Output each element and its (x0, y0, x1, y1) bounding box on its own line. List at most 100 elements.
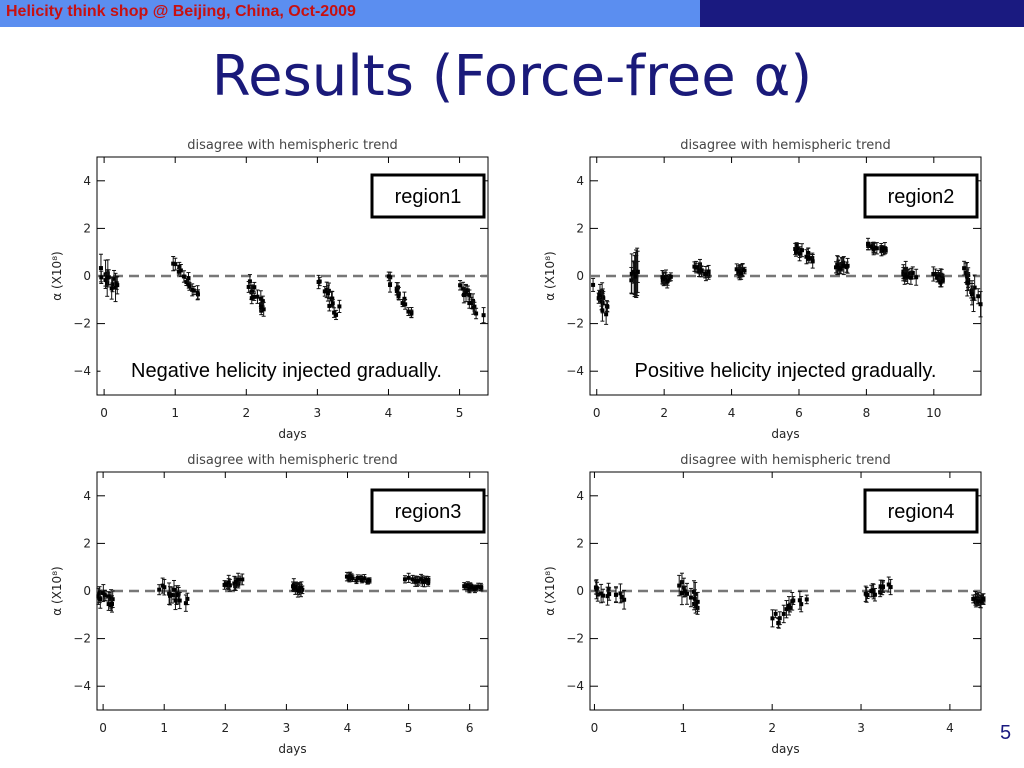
data-point (622, 597, 627, 602)
data-point (112, 276, 117, 281)
x-tick-label: 0 (593, 406, 601, 420)
data-point (233, 579, 238, 584)
data-point (464, 291, 469, 296)
data-point (635, 269, 640, 274)
data-point (695, 599, 700, 604)
x-tick-label: 0 (100, 406, 108, 420)
data-cluster (833, 255, 850, 276)
data-point (109, 596, 114, 601)
data-point (103, 278, 108, 283)
data-point (781, 611, 786, 616)
data-point (869, 589, 874, 594)
data-point (359, 578, 364, 583)
data-point (742, 268, 747, 273)
data-point (424, 577, 429, 582)
data-point (227, 583, 232, 588)
data-point (797, 598, 802, 603)
data-point (886, 582, 891, 587)
annotation-text: Positive helicity injected gradually. (634, 360, 936, 382)
x-tick-label: 3 (314, 406, 322, 420)
data-point (865, 593, 870, 598)
data-cluster (901, 260, 919, 286)
data-point (479, 585, 484, 590)
data-point (905, 274, 910, 279)
x-axis-label: days (278, 427, 306, 441)
data-point (167, 591, 172, 596)
x-tick-label: 10 (926, 406, 941, 420)
chart-title: disagree with hemispheric trend (680, 453, 890, 468)
data-point (788, 605, 793, 610)
data-point (793, 246, 798, 251)
data-point (668, 274, 673, 279)
data-point (736, 269, 741, 274)
data-cluster (222, 572, 245, 592)
data-point (874, 246, 879, 251)
data-point (882, 246, 887, 251)
x-tick-label: 6 (795, 406, 803, 420)
x-tick-label: 1 (679, 721, 687, 735)
data-point (872, 592, 877, 597)
data-point (109, 286, 114, 291)
data-point (631, 270, 636, 275)
data-point (177, 598, 182, 603)
data-point (261, 307, 266, 312)
data-point (838, 266, 843, 271)
data-point (300, 587, 305, 592)
data-point (347, 575, 352, 580)
x-tick-label: 0 (591, 721, 599, 735)
data-point (692, 596, 697, 601)
data-point (881, 248, 886, 253)
data-point (422, 580, 427, 585)
data-point (106, 594, 111, 599)
y-tick-label: 0 (576, 269, 584, 283)
data-point (681, 585, 686, 590)
y-tick-label: 4 (576, 489, 584, 503)
data-point (99, 275, 104, 280)
data-point (173, 262, 178, 267)
annotation-text: Negative helicity injected gradually. (131, 360, 442, 382)
x-tick-label: 2 (660, 406, 668, 420)
data-point (677, 583, 682, 588)
data-point (246, 284, 251, 289)
data-point (295, 588, 300, 593)
data-point (797, 251, 802, 256)
data-point (474, 311, 479, 316)
x-tick-label: 4 (728, 406, 736, 420)
data-point (332, 310, 337, 315)
y-tick-label: 4 (83, 489, 91, 503)
chart-panel-2: disagree with hemispheric trend 0 2 4 6 8 10 −4… (543, 138, 983, 441)
data-point (388, 283, 393, 288)
y-axis-label: α (X10⁸) (50, 566, 64, 615)
x-axis-label: days (771, 427, 799, 441)
data-point (402, 577, 407, 582)
data-point (98, 597, 103, 602)
data-point (191, 288, 196, 293)
data-point (799, 248, 804, 253)
data-point (481, 313, 486, 318)
data-point (355, 576, 360, 581)
data-point (409, 311, 414, 316)
data-point (685, 591, 690, 596)
data-point (604, 312, 609, 317)
y-tick-label: 4 (83, 174, 91, 188)
data-cluster (458, 280, 486, 324)
data-point (105, 275, 110, 280)
data-point (688, 595, 693, 600)
data-point (806, 251, 811, 256)
x-tick-label: 4 (344, 721, 352, 735)
data-point (938, 280, 943, 285)
x-tick-label: 8 (863, 406, 871, 420)
data-cluster (246, 274, 266, 317)
data-point (706, 269, 711, 274)
x-axis-label: days (278, 742, 306, 756)
x-tick-label: 1 (160, 721, 168, 735)
data-point (605, 594, 610, 599)
data-point (881, 584, 886, 589)
data-point (293, 585, 298, 590)
x-tick-label: 3 (857, 721, 865, 735)
data-point (240, 577, 245, 582)
data-point (322, 289, 327, 294)
y-tick-label: −2 (566, 317, 584, 331)
data-point (699, 268, 704, 273)
y-axis-label: α (X10⁸) (50, 251, 64, 300)
